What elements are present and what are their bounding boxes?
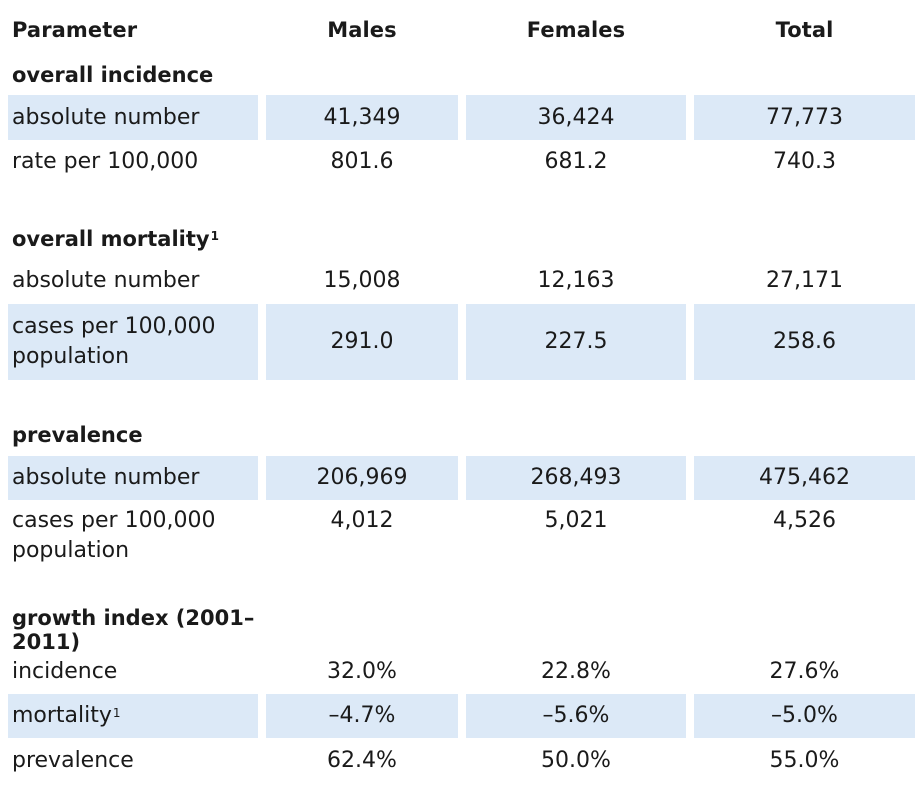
- value-total: 4,526: [773, 508, 836, 533]
- section-title-incidence: overall incidence: [0, 57, 915, 93]
- value-females: 12,163: [537, 268, 615, 293]
- section-title: overall incidence: [12, 63, 214, 87]
- row-label: absolute number: [8, 456, 258, 500]
- value-males: 206,969: [266, 456, 458, 500]
- row-label-line2: population: [12, 538, 130, 563]
- header-females: Females: [526, 18, 626, 42]
- value-females: –5.6%: [466, 694, 686, 738]
- value-total: 258.6: [694, 304, 915, 380]
- value-males: 62.4%: [327, 748, 397, 773]
- row-label: absolute number: [8, 95, 258, 140]
- row-label-line2: population: [12, 344, 130, 369]
- section-title: overall mortality 1: [8, 220, 258, 258]
- value-females: 5,021: [544, 508, 608, 533]
- value-males: 41,349: [266, 95, 458, 140]
- value-total: –5.0%: [694, 694, 915, 738]
- row-label: prevalence: [12, 748, 134, 773]
- value-males: 291.0: [266, 304, 458, 380]
- row-label: rate per 100,000: [12, 149, 199, 174]
- section-title: growth index (2001–2011): [12, 606, 255, 654]
- table-row: cases per 100,000 population 4,012 5,021…: [0, 502, 915, 572]
- header-parameter: Parameter: [12, 18, 138, 42]
- footnote-marker: 1: [210, 229, 219, 243]
- value-females: 268,493: [466, 456, 686, 500]
- table-row: absolute number 15,008 12,163 27,171: [0, 260, 915, 302]
- value-females: 50.0%: [541, 748, 611, 773]
- value-females: 681.2: [544, 149, 608, 174]
- row-label: incidence: [12, 659, 118, 684]
- value-males: 801.6: [330, 149, 394, 174]
- header-males: Males: [327, 18, 397, 42]
- section-title-text: overall mortality: [12, 227, 210, 251]
- section-title-mortality: overall mortality 1: [0, 220, 915, 258]
- row-label-line1: cases per 100,000: [12, 508, 216, 533]
- table-row: absolute number 41,349 36,424 77,773: [0, 95, 915, 140]
- table-row: cases per 100,000 population 291.0 227.5…: [0, 304, 915, 380]
- row-label: mortality 1: [8, 694, 258, 738]
- table-row: rate per 100,000 801.6 681.2 740.3: [0, 142, 915, 182]
- value-males: 4,012: [330, 508, 394, 533]
- section-title-prevalence: prevalence: [0, 416, 915, 454]
- value-males: 32.0%: [327, 659, 397, 684]
- value-females: 22.8%: [541, 659, 611, 684]
- table-header: Parameter Males Females Total: [0, 10, 915, 50]
- value-total: 27.6%: [769, 659, 840, 684]
- value-males: –4.7%: [266, 694, 458, 738]
- section-title: prevalence: [12, 423, 143, 447]
- footnote-marker: 1: [112, 706, 121, 720]
- table-row: mortality 1 –4.7% –5.6% –5.0%: [0, 694, 915, 738]
- value-total: 27,171: [766, 268, 843, 293]
- header-total: Total: [775, 18, 834, 42]
- row-label: absolute number: [12, 268, 200, 293]
- table-row: incidence 32.0% 22.8% 27.6%: [0, 652, 915, 692]
- table-row: absolute number 206,969 268,493 475,462: [0, 456, 915, 500]
- value-females: 36,424: [466, 95, 686, 140]
- row-label-line1: cases per 100,000: [12, 314, 216, 339]
- value-females: 227.5: [466, 304, 686, 380]
- value-males: 15,008: [323, 268, 401, 293]
- row-label: cases per 100,000 population: [8, 502, 258, 572]
- row-label-text: mortality: [12, 703, 112, 728]
- value-total: 475,462: [694, 456, 915, 500]
- row-label: cases per 100,000 population: [8, 304, 258, 380]
- section-title-growth: growth index (2001–2011): [0, 606, 915, 654]
- value-total: 55.0%: [769, 748, 840, 773]
- table-row: prevalence 62.4% 50.0% 55.0%: [0, 740, 915, 782]
- value-total: 77,773: [694, 95, 915, 140]
- value-total: 740.3: [773, 149, 836, 174]
